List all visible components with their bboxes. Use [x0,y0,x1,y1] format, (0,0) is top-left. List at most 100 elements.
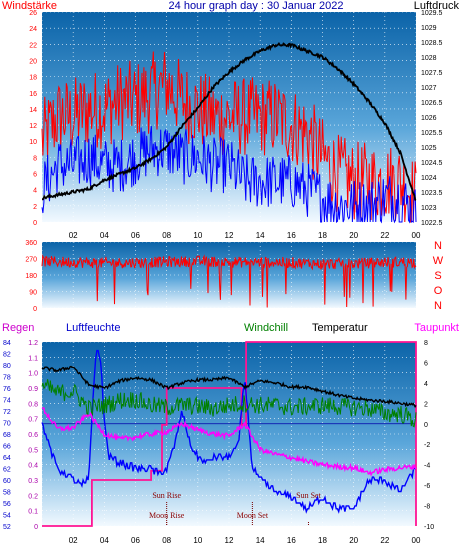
pressure-axis-tick: 1026 [421,115,437,122]
rain-line [42,341,417,527]
astro-label: Sun Rise [152,491,181,500]
hour-tick: 02 [69,231,78,240]
wind-axis-tick: 22 [29,42,37,49]
temperature-axis-tick: 6 [424,360,428,367]
humidity-axis-tick: 60 [3,478,11,485]
wind-axis-tick: 24 [29,26,37,33]
humidity-axis-tick: 56 [3,501,11,508]
wind-axis-tick: 26 [29,10,37,17]
wind-axis-tick: 8 [33,155,37,162]
temperature-axis-tick: -8 [424,504,430,511]
temperature-axis-tick: -4 [424,463,430,470]
pressure-axis-tick: 1028.5 [421,40,443,47]
hour-tick: 16 [287,231,296,240]
compass-letter: O [434,285,443,297]
compass-letter: N [434,240,442,252]
rain-axis-tick: 0.8 [28,401,38,408]
wind-left-label: Windstärke [2,0,57,12]
wind-axis-tick: 2 [33,204,37,211]
hour-tick: 22 [380,536,389,545]
wind-axis-tick: 12 [29,123,37,130]
wind-axis-tick: 20 [29,58,37,65]
windchill-label: Windchill [244,322,288,334]
humidity-axis-tick: 58 [3,490,11,497]
humidity-axis-tick: 62 [3,467,11,474]
pressure-axis-tick: 1022.5 [421,220,443,227]
astro-label: Moon Set [237,511,269,520]
humidity-axis-tick: 74 [3,398,11,405]
direction-axis-tick: 0 [33,306,37,313]
pressure-axis-tick: 1029.5 [421,10,443,17]
temperature-line [41,365,417,408]
hour-tick: 14 [256,231,265,240]
direction-axis-tick: 180 [25,273,37,280]
humidity-axis-tick: 64 [3,455,11,462]
direction-axis-tick: 90 [29,290,37,297]
wind-axis-tick: 10 [29,139,37,146]
temperature-label: Temperatur [312,322,368,334]
pressure-axis-tick: 1024 [421,175,437,182]
hour-tick: 00 [412,231,421,240]
compass-letter: W [433,255,444,267]
compass-letter: N [434,300,442,312]
rain-axis-tick: 0.2 [28,493,38,500]
pressure-axis-tick: 1025 [421,145,437,152]
temperature-axis-tick: -6 [424,483,430,490]
rain-axis-tick: 1.0 [28,371,38,378]
direction-axis-tick: 270 [25,257,37,264]
hour-tick: 20 [349,231,358,240]
compass-letter: S [434,270,441,282]
humidity-axis-tick: 54 [3,513,11,520]
hour-tick: 22 [380,231,389,240]
rain-label: Regen [2,322,34,334]
pressure-axis-tick: 1024.5 [421,160,443,167]
humidity-axis-tick: 78 [3,375,11,382]
temperature-axis-tick: 8 [424,340,428,347]
rain-axis-tick: 0.3 [28,478,38,485]
rain-axis-tick: 0.7 [28,417,38,424]
hour-tick: 14 [256,536,265,545]
hour-tick: 00 [412,536,421,545]
humidity-axis-tick: 84 [3,340,11,347]
humidity-axis-tick: 52 [3,524,11,531]
wind-axis-tick: 14 [29,107,37,114]
humidity-axis-tick: 70 [3,421,11,428]
wind-axis-tick: 16 [29,91,37,98]
windchill-line [41,379,417,428]
pressure-axis-tick: 1029 [421,25,437,32]
wind-axis-tick: 4 [33,188,37,195]
temperature-axis-tick: -2 [424,442,430,449]
humidity-line [41,349,416,514]
hour-tick: 18 [318,536,327,545]
hour-tick: 08 [162,536,171,545]
pressure-line [42,42,417,201]
graph-title: 24 hour graph day : 30 Januar 2022 [169,0,344,12]
rain-axis-tick: 0.4 [28,463,38,470]
humidity-axis-tick: 80 [3,363,11,370]
wind-direction-line [41,254,417,308]
hour-tick: 12 [225,231,234,240]
dewpoint-label: Taupunkt [414,322,459,334]
temperature-axis-tick: -10 [424,524,434,531]
astro-label: Sun Set [296,491,321,500]
hour-tick: 06 [131,536,140,545]
humidity-axis-tick: 72 [3,409,11,416]
pressure-axis-tick: 1023 [421,205,437,212]
rain-axis-tick: 1.1 [28,355,38,362]
rain-axis-tick: 0.1 [28,509,38,516]
hour-tick: 04 [100,231,109,240]
temperature-axis-tick: 0 [424,422,428,429]
temperature-axis-tick: 2 [424,401,428,408]
direction-axis-tick: 360 [25,240,37,247]
wind-axis-tick: 0 [33,220,37,227]
pressure-axis-tick: 1028 [421,55,437,62]
temperature-axis-tick: 4 [424,381,428,388]
hour-tick: 02 [69,536,78,545]
hour-tick: 16 [287,536,296,545]
humidity-axis-tick: 68 [3,432,11,439]
wind-axis-tick: 18 [29,75,37,82]
hour-tick: 10 [193,231,202,240]
wind-axis-tick: 6 [33,172,37,179]
